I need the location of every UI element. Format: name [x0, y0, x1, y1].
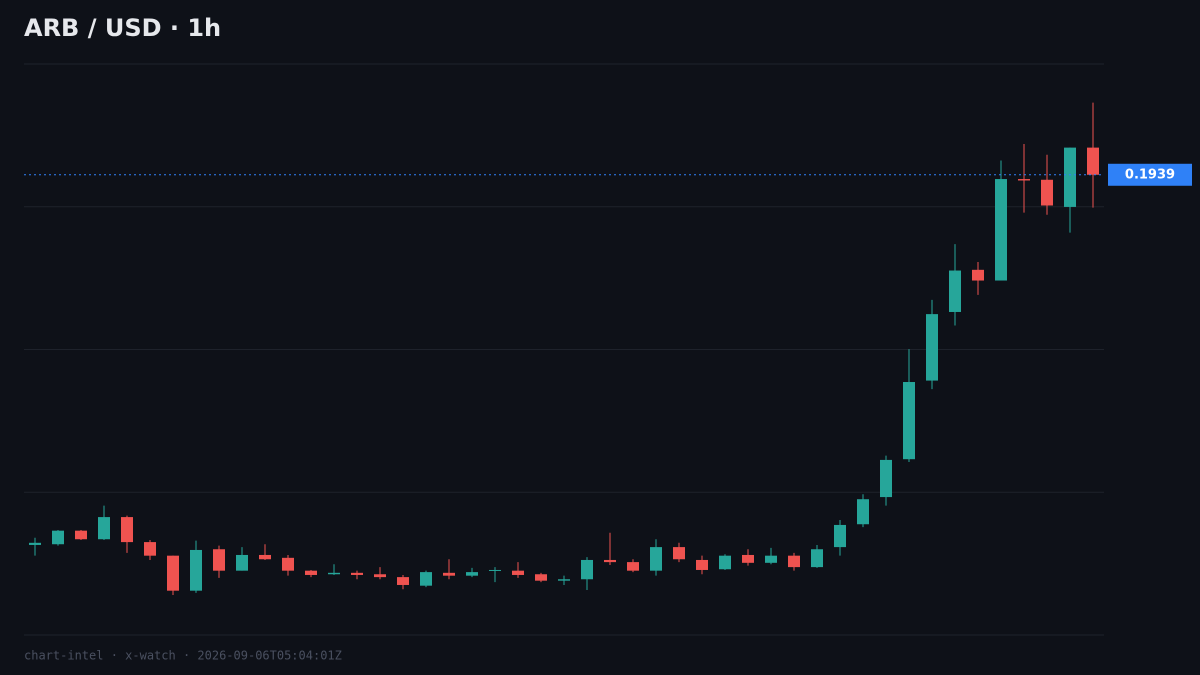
candle-body	[52, 530, 64, 545]
candle-body	[535, 574, 547, 581]
candle-body	[121, 517, 133, 543]
footer: chart-intel · x-watch · 2026-09-06T05:04…	[24, 649, 342, 663]
candle-body	[374, 574, 386, 578]
candle-body	[236, 554, 248, 571]
candle-body	[673, 547, 685, 560]
candle-body	[420, 572, 432, 586]
candle-body	[719, 555, 731, 570]
candle-body	[627, 562, 639, 571]
candle-body	[834, 524, 846, 548]
candle-body	[512, 570, 524, 575]
candle-body	[328, 572, 340, 575]
candle-body	[144, 542, 156, 556]
candle-body	[857, 499, 869, 525]
candle-body	[926, 314, 938, 381]
candle-body	[489, 569, 501, 571]
candle-body	[765, 555, 777, 563]
candle-body	[351, 572, 363, 575]
candle-body	[1018, 179, 1030, 181]
candle-body	[995, 179, 1007, 281]
candle-body	[190, 549, 202, 591]
chart-title: ARB / USD · 1h	[24, 14, 221, 42]
candle-body	[397, 577, 409, 585]
price-tag	[1108, 163, 1192, 186]
candle-body	[880, 459, 892, 498]
price-label: 0.1939	[1125, 167, 1175, 182]
candle-body	[167, 555, 179, 591]
candle-body	[282, 557, 294, 571]
candle-body	[1041, 179, 1053, 206]
candle-body	[696, 559, 708, 570]
candle-body	[742, 554, 754, 563]
candle-body	[305, 570, 317, 575]
candle-body	[581, 559, 593, 580]
candle-body	[259, 554, 271, 560]
candle-body	[98, 517, 110, 540]
candle-body	[558, 579, 570, 581]
candle-body	[75, 530, 87, 540]
candle-body	[949, 270, 961, 312]
candle-body	[443, 572, 455, 576]
candle-body	[466, 572, 478, 576]
candle-body	[972, 269, 984, 281]
candle-body	[650, 547, 662, 571]
candle-body	[604, 559, 616, 563]
candle-body	[29, 542, 41, 545]
candle-body	[213, 549, 225, 571]
candle-body	[811, 549, 823, 568]
candle-body	[903, 382, 915, 460]
candle-body	[1064, 147, 1076, 207]
candle-body	[788, 555, 800, 568]
candle-body	[1087, 147, 1099, 175]
